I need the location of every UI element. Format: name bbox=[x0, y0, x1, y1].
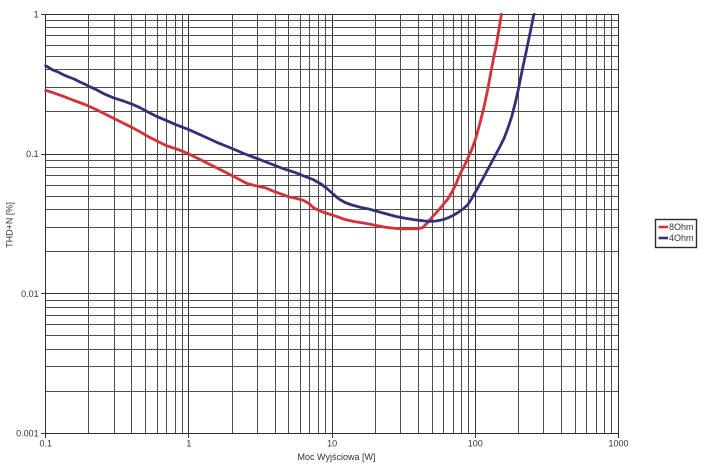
svg-text:1: 1 bbox=[186, 439, 191, 449]
svg-text:100: 100 bbox=[468, 439, 483, 449]
svg-text:8Ohm: 8Ohm bbox=[669, 222, 694, 232]
svg-text:10: 10 bbox=[327, 439, 337, 449]
svg-text:1: 1 bbox=[34, 10, 39, 20]
svg-text:0.1: 0.1 bbox=[26, 149, 39, 159]
svg-text:Moc Wyjściowa [W]: Moc Wyjściowa [W] bbox=[298, 452, 376, 462]
svg-text:0.001: 0.001 bbox=[16, 429, 39, 439]
svg-text:1000: 1000 bbox=[608, 439, 628, 449]
svg-text:4Ohm: 4Ohm bbox=[669, 233, 694, 243]
svg-text:THD+N [%]: THD+N [%] bbox=[5, 202, 15, 248]
svg-text:0.01: 0.01 bbox=[21, 289, 39, 299]
svg-text:0.1: 0.1 bbox=[39, 439, 52, 449]
